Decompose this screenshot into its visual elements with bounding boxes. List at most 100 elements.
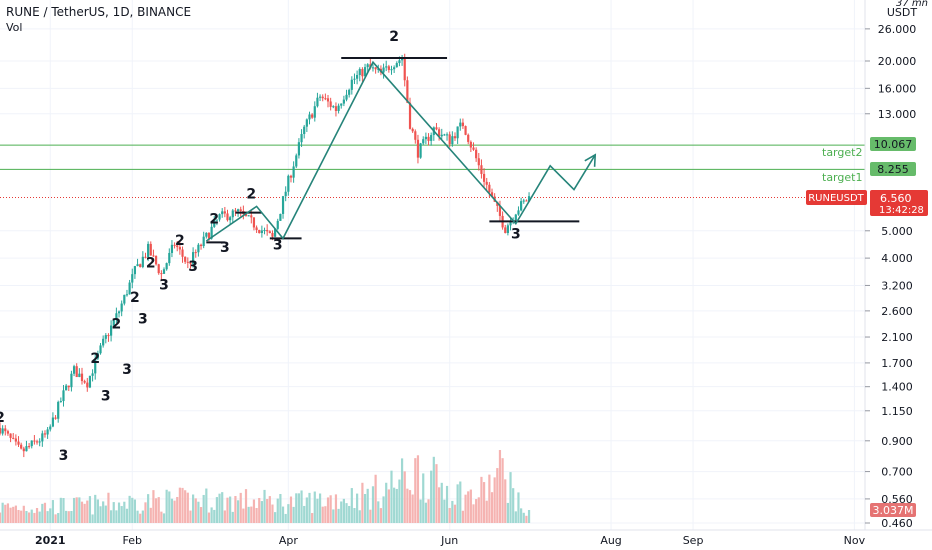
candle-body (353, 78, 356, 80)
volume-bar (20, 510, 23, 523)
candle-body (184, 256, 187, 262)
volume-bar (162, 513, 166, 523)
volume-bar (88, 496, 92, 523)
candle-body (342, 99, 345, 104)
price-axis[interactable]: 37 mn USDT 26.000 20.000 16.000 13.000 5.000… (864, 0, 928, 530)
symbol-badge: RUNEUSDT (806, 190, 867, 205)
volume-bar (54, 514, 57, 523)
volume-bar (229, 496, 232, 523)
volume-bar (459, 481, 462, 523)
volume-bar (496, 468, 499, 523)
candle-body (424, 136, 427, 140)
volume-bar (104, 505, 107, 523)
volume-bar (154, 498, 158, 523)
candle-body (363, 67, 367, 77)
candle-body (406, 80, 409, 103)
candle-body (480, 165, 483, 174)
volume-bar (289, 496, 293, 523)
candle-body (181, 249, 184, 257)
time-axis[interactable]: 2021 Feb Apr Jun Aug Sep Nov (0, 529, 932, 547)
candle-body (133, 266, 137, 275)
symbol-badge-text: RUNEUSDT (808, 193, 864, 204)
volume-bar (398, 479, 401, 523)
candle-body (305, 119, 308, 127)
volume-bar (522, 512, 525, 523)
volume-bar (348, 505, 351, 523)
volume-bar (430, 470, 433, 523)
candle-body (440, 134, 443, 137)
candle-body (387, 66, 390, 70)
volume-bar (247, 506, 250, 523)
candle-body (271, 233, 274, 237)
volume-bar (49, 508, 52, 523)
candle-body (522, 200, 525, 202)
volume-bar (385, 482, 388, 523)
candle-body (361, 69, 364, 77)
volume-bar (300, 490, 303, 523)
candle-body (345, 94, 348, 100)
volume-bar (353, 508, 356, 523)
volume-bar (316, 498, 319, 523)
candle-body (469, 141, 472, 148)
volume-bar (139, 513, 142, 523)
volume-bar (512, 488, 515, 523)
volume-bar (80, 501, 84, 523)
projection-wave (205, 60, 597, 242)
volume-bar (152, 490, 155, 523)
volume-bar (252, 499, 256, 523)
candle-body (324, 98, 327, 100)
candle-body (435, 127, 438, 130)
candle-body (223, 211, 226, 214)
wave-label: 3 (220, 240, 230, 256)
volume-bar (221, 492, 224, 523)
candle-body (176, 245, 179, 248)
wave-label: 2 (146, 256, 156, 272)
candle-body (326, 98, 330, 102)
volume-bar (382, 496, 385, 523)
volume-bar (207, 512, 211, 523)
volume-bar (506, 502, 509, 523)
volume-bar (202, 494, 205, 523)
volume-bar (345, 503, 348, 523)
volume-bar (464, 494, 467, 523)
candle-body (192, 252, 195, 264)
candle-body (123, 294, 126, 304)
wave-label: 2 (130, 290, 140, 306)
candle-body (260, 230, 263, 234)
candle-body (477, 158, 480, 166)
target2-badge-text: 10.067 (874, 138, 913, 151)
candle-body (514, 214, 517, 221)
candle-body (448, 134, 451, 145)
candle-body (165, 263, 168, 270)
candle-body (144, 256, 147, 258)
candle-body (419, 143, 422, 158)
candle-body (218, 214, 221, 220)
candle-body (334, 106, 338, 111)
candle-body (308, 114, 311, 120)
volume-bar (411, 494, 414, 523)
volume-bar (27, 512, 31, 523)
candle-body (162, 269, 166, 274)
candle-body (186, 261, 189, 263)
volume-bar (112, 502, 115, 523)
volume-bar (255, 507, 258, 523)
candle-body (459, 122, 462, 127)
volume-bar (485, 500, 488, 523)
wave-label: 2 (389, 29, 399, 45)
volume-bar (324, 506, 327, 523)
volume-bar (43, 502, 47, 523)
volume-bar (120, 506, 123, 523)
target2-label: target2 (822, 146, 862, 159)
candle-body (332, 106, 335, 108)
candle-body (117, 311, 121, 314)
volume-bar (490, 492, 494, 523)
candle-body (337, 105, 340, 111)
candle-body (451, 136, 454, 145)
candle-body (311, 114, 314, 118)
candle-body (41, 433, 44, 442)
volume-bar (281, 506, 285, 523)
volume-bar (326, 497, 330, 523)
price-ticks: 26.000 20.000 16.000 13.000 5.000 4.000 3.200 2… (865, 23, 916, 530)
candle-body (411, 128, 414, 132)
